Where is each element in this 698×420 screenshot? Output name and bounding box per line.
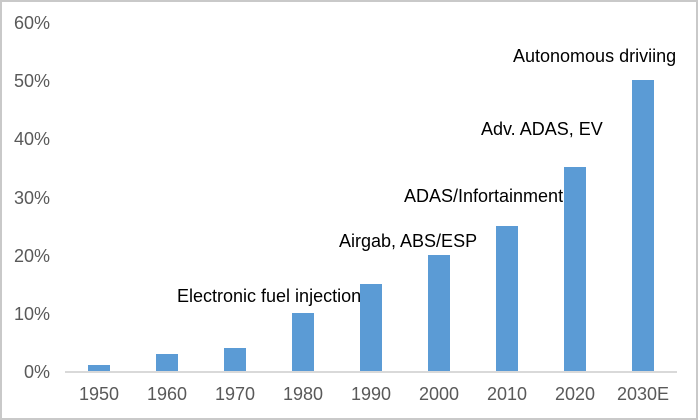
bar — [224, 347, 246, 371]
bar — [292, 312, 314, 371]
bar — [156, 353, 178, 371]
y-tick-label: 50% — [13, 71, 50, 92]
x-tick-label: 2000 — [418, 384, 460, 404]
bar — [564, 167, 586, 371]
x-axis-line — [65, 371, 677, 373]
x-tick-label: 2020 — [554, 384, 596, 404]
bar — [360, 283, 382, 371]
y-tick-label: 30% — [13, 187, 50, 208]
x-tick-label: 2030E — [616, 384, 670, 404]
x-tick-label: 1950 — [78, 384, 120, 404]
x-tick-label: 1960 — [146, 384, 188, 404]
bar — [632, 80, 654, 371]
x-tick-label: 1990 — [350, 384, 392, 404]
y-tick-label: 60% — [13, 13, 50, 33]
annotation-label: Autonomous driviing — [513, 46, 677, 66]
y-tick-label: 10% — [13, 303, 50, 324]
x-tick-label: 1970 — [214, 384, 256, 404]
bar — [428, 254, 450, 371]
y-tick-label: 20% — [13, 245, 50, 266]
annotation-label: ADAS/Infortainment — [404, 186, 564, 206]
y-tick-label: 0% — [23, 362, 50, 382]
y-tick-label: 40% — [13, 129, 50, 150]
x-tick-label: 1980 — [282, 384, 324, 404]
annotation-label: Electronic fuel injection — [177, 286, 362, 306]
annotation-label: Adv. ADAS, EV — [481, 119, 603, 139]
bar — [496, 225, 518, 371]
annotation-label: Airgab, ABS/ESP — [339, 231, 478, 251]
bar — [88, 365, 110, 371]
x-tick-label: 2010 — [486, 384, 528, 404]
